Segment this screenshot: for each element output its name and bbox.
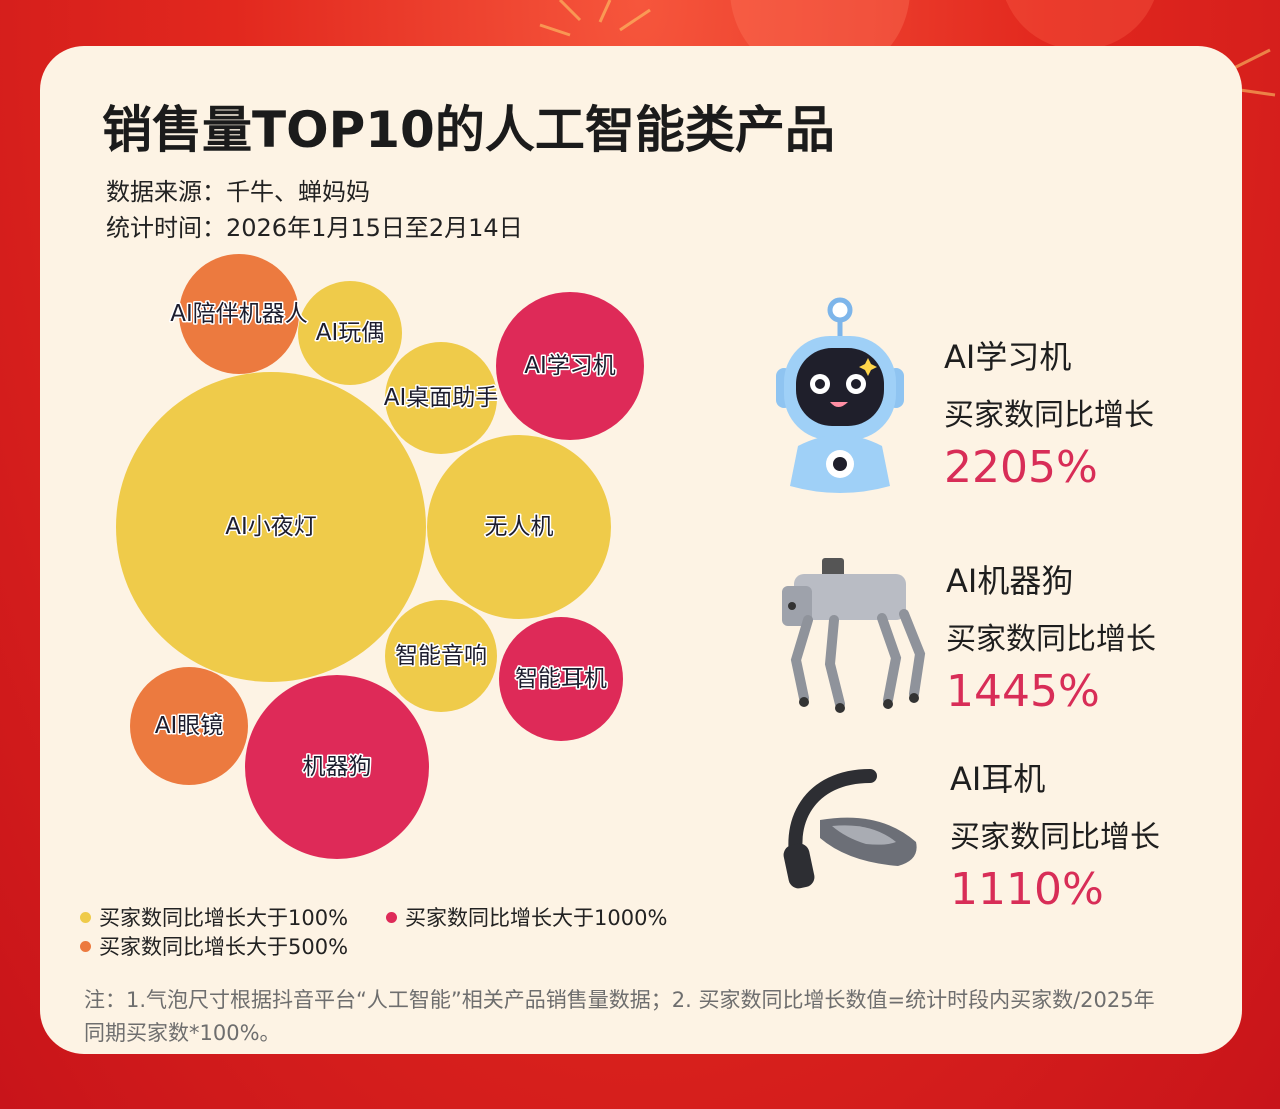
bubble-9 [298, 281, 402, 385]
stat-period: 统计时间：2026年1月15日至2月14日 [106, 214, 523, 242]
highlight-ai-robot-dog: AI机器狗 买家数同比增长 1445% [946, 556, 1156, 717]
highlight-value: 1445% [946, 666, 1100, 717]
robot-learning-machine-icon [776, 297, 904, 493]
bubble-label-7: AI桌面助手 [384, 385, 499, 411]
legend-label-gt100: 买家数同比增长大于100% [99, 906, 349, 930]
highlight-metric: 买家数同比增长 [946, 622, 1156, 657]
footnote: 注：1.气泡尺寸根据抖音平台“人工智能”相关产品销售量数据；2. 买家数同比增长… [84, 988, 1155, 1045]
bubble-label-2: 机器狗 [303, 754, 372, 780]
bubble-label-8: 智能音响 [395, 643, 487, 669]
bubble-label-1: 无人机 [485, 514, 554, 540]
infographic-card: 销售量TOP10的人工智能类产品 数据来源：千牛、蝉妈妈 统计时间：2026年1… [40, 46, 1242, 1054]
bubble-6 [179, 254, 299, 374]
legend-swatch-gt100 [80, 911, 91, 923]
highlight-metric: 买家数同比增长 [944, 398, 1154, 433]
highlight-name: AI机器狗 [946, 562, 1074, 600]
data-source: 数据来源：千牛、蝉妈妈 [106, 178, 370, 206]
bubble-5 [130, 667, 248, 785]
bubble-0 [116, 372, 426, 682]
bubble-4 [499, 617, 623, 741]
page-title: 销售量TOP10的人工智能类产品 [102, 101, 835, 159]
highlight-value: 2205% [944, 442, 1098, 493]
bubble-7 [385, 342, 497, 454]
bubble-label-4: 智能耳机 [515, 666, 607, 692]
bubble-label-3: AI学习机 [524, 353, 616, 379]
bubble-3 [496, 292, 644, 440]
highlight-name: AI学习机 [944, 338, 1072, 376]
bubble-8 [385, 600, 497, 712]
legend-item-gt500: 买家数同比增长大于500% [80, 931, 348, 961]
highlight-value: 1110% [950, 864, 1104, 915]
legend-label-gt500: 买家数同比增长大于500% [99, 935, 349, 959]
highlight-metric: 买家数同比增长 [950, 820, 1160, 855]
legend-item-gt100: 买家数同比增长大于100% [80, 902, 348, 932]
highlight-ai-earphone: AI耳机 买家数同比增长 1110% [950, 754, 1160, 915]
bubble-1 [427, 435, 611, 619]
bubble-label-0: AI小夜灯 [225, 514, 317, 540]
legend-item-gt1000: 买家数同比增长大于1000% [386, 902, 667, 932]
bubble-2 [245, 675, 429, 859]
bubble-label-6: AI陪伴机器人 [170, 301, 308, 327]
robot-dog-icon [782, 558, 926, 713]
earphone-icon [783, 769, 917, 889]
bubble-label-5: AI眼镜 [155, 713, 224, 739]
highlight-ai-learning-machine: AI学习机 买家数同比增长 2205% [944, 332, 1154, 493]
legend-swatch-gt1000 [386, 911, 397, 923]
bubble-label-9: AI玩偶 [316, 320, 385, 346]
legend-swatch-gt500 [80, 940, 91, 952]
legend-label-gt1000: 买家数同比增长大于1000% [405, 906, 668, 930]
highlight-name: AI耳机 [950, 760, 1046, 798]
